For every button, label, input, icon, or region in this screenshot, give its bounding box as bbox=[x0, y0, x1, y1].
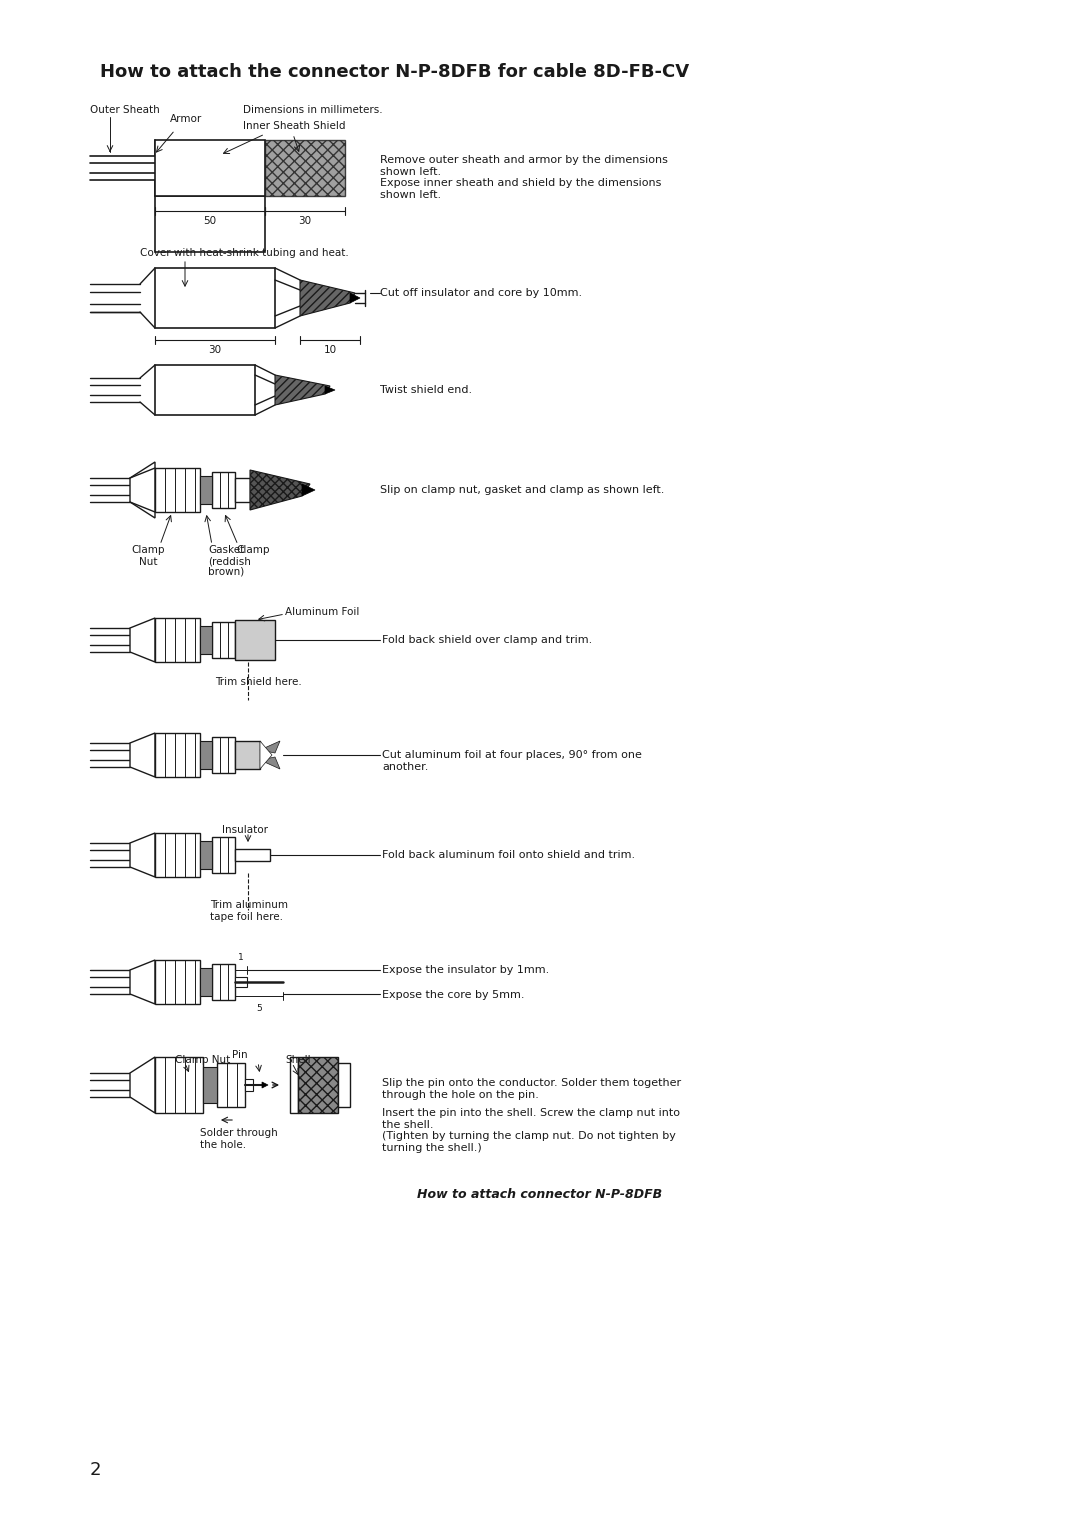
Bar bbox=[203, 1067, 217, 1102]
Text: Trim aluminum
tape foil here.: Trim aluminum tape foil here. bbox=[210, 899, 288, 922]
Polygon shape bbox=[275, 376, 330, 405]
Polygon shape bbox=[262, 1083, 268, 1089]
Bar bbox=[235, 849, 270, 861]
Text: Solder through
the hole.: Solder through the hole. bbox=[200, 1128, 278, 1150]
Bar bbox=[200, 841, 212, 869]
Text: Gasket: Gasket bbox=[208, 545, 244, 554]
Text: 10: 10 bbox=[323, 345, 337, 354]
Bar bbox=[156, 467, 200, 512]
Polygon shape bbox=[130, 1057, 156, 1113]
Text: 5: 5 bbox=[256, 1003, 261, 1012]
Text: How to attach connector N-P-8DFB: How to attach connector N-P-8DFB bbox=[418, 1188, 662, 1202]
Text: 30: 30 bbox=[208, 345, 221, 354]
Text: (reddish: (reddish bbox=[208, 556, 251, 567]
Text: How to attach the connector N-P-8DFB for cable 8D-FB-CV: How to attach the connector N-P-8DFB for… bbox=[100, 63, 689, 81]
Polygon shape bbox=[325, 386, 335, 394]
Polygon shape bbox=[260, 741, 272, 770]
Bar bbox=[156, 834, 200, 876]
Polygon shape bbox=[130, 960, 156, 1003]
Bar bbox=[200, 741, 212, 770]
Bar bbox=[245, 1080, 253, 1090]
Text: Outer Sheath: Outer Sheath bbox=[90, 105, 160, 115]
Text: Expose the core by 5mm.: Expose the core by 5mm. bbox=[382, 989, 525, 1000]
Text: 2: 2 bbox=[90, 1461, 102, 1480]
Text: Clamp Nut: Clamp Nut bbox=[175, 1055, 230, 1064]
Text: Cut off insulator and core by 10mm.: Cut off insulator and core by 10mm. bbox=[380, 289, 582, 298]
Text: 1: 1 bbox=[238, 953, 244, 962]
Text: Shell: Shell bbox=[285, 1055, 311, 1064]
Polygon shape bbox=[130, 463, 156, 518]
Polygon shape bbox=[260, 741, 280, 753]
Polygon shape bbox=[350, 293, 360, 302]
Text: Clamp: Clamp bbox=[237, 545, 270, 554]
Polygon shape bbox=[130, 834, 156, 876]
Polygon shape bbox=[130, 618, 156, 663]
Text: Slip the pin onto the conductor. Solder them together
through the hole on the pi: Slip the pin onto the conductor. Solder … bbox=[382, 1078, 681, 1099]
Text: Inner Sheath Shield: Inner Sheath Shield bbox=[243, 121, 346, 131]
Bar bbox=[156, 365, 255, 415]
Text: 30: 30 bbox=[298, 215, 311, 226]
Bar bbox=[235, 977, 247, 986]
Text: 50: 50 bbox=[203, 215, 217, 226]
Text: Fold back shield over clamp and trim.: Fold back shield over clamp and trim. bbox=[382, 635, 592, 644]
Bar bbox=[156, 960, 200, 1003]
Bar bbox=[235, 478, 249, 502]
Text: brown): brown) bbox=[208, 567, 244, 577]
Text: Cover with heat-shrink tubing and heat.: Cover with heat-shrink tubing and heat. bbox=[140, 247, 349, 258]
Bar bbox=[156, 733, 200, 777]
Bar bbox=[200, 626, 212, 654]
Text: Slip on clamp nut, gasket and clamp as shown left.: Slip on clamp nut, gasket and clamp as s… bbox=[380, 486, 664, 495]
Text: Expose the insulator by 1mm.: Expose the insulator by 1mm. bbox=[382, 965, 550, 976]
Bar bbox=[200, 968, 212, 996]
Bar bbox=[212, 964, 235, 1000]
Text: Insulator: Insulator bbox=[222, 825, 268, 835]
Text: Trim shield here.: Trim shield here. bbox=[215, 676, 301, 687]
Polygon shape bbox=[300, 279, 355, 316]
Bar bbox=[156, 1057, 203, 1113]
Text: Fold back aluminum foil onto shield and trim.: Fold back aluminum foil onto shield and … bbox=[382, 851, 635, 860]
Bar bbox=[265, 140, 345, 195]
Text: Armor: Armor bbox=[170, 115, 202, 124]
Bar bbox=[338, 1063, 350, 1107]
Text: Remove outer sheath and armor by the dimensions
shown left.
Expose inner sheath : Remove outer sheath and armor by the dim… bbox=[380, 156, 667, 200]
Bar bbox=[212, 472, 235, 508]
Text: Insert the pin into the shell. Screw the clamp nut into
the shell.
(Tighten by t: Insert the pin into the shell. Screw the… bbox=[382, 1109, 680, 1153]
Text: Clamp
Nut: Clamp Nut bbox=[132, 545, 165, 567]
Bar bbox=[212, 837, 235, 873]
Text: Aluminum Foil: Aluminum Foil bbox=[285, 608, 360, 617]
Text: Cut aluminum foil at four places, 90° from one
another.: Cut aluminum foil at four places, 90° fr… bbox=[382, 750, 642, 771]
Polygon shape bbox=[302, 484, 315, 496]
Bar bbox=[217, 1063, 245, 1107]
Bar bbox=[235, 741, 260, 770]
Bar bbox=[298, 1057, 338, 1113]
Polygon shape bbox=[260, 757, 280, 770]
Bar bbox=[291, 1057, 298, 1113]
Bar bbox=[212, 621, 235, 658]
Bar bbox=[156, 618, 200, 663]
Bar bbox=[200, 476, 212, 504]
Bar bbox=[156, 269, 275, 328]
Polygon shape bbox=[130, 733, 156, 777]
Polygon shape bbox=[249, 470, 310, 510]
Bar bbox=[212, 738, 235, 773]
Bar bbox=[235, 620, 275, 660]
Text: Dimensions in millimeters.: Dimensions in millimeters. bbox=[243, 105, 382, 115]
Text: Pin: Pin bbox=[232, 1051, 247, 1060]
Bar bbox=[156, 195, 265, 252]
Text: Twist shield end.: Twist shield end. bbox=[380, 385, 472, 395]
Bar bbox=[156, 140, 265, 195]
